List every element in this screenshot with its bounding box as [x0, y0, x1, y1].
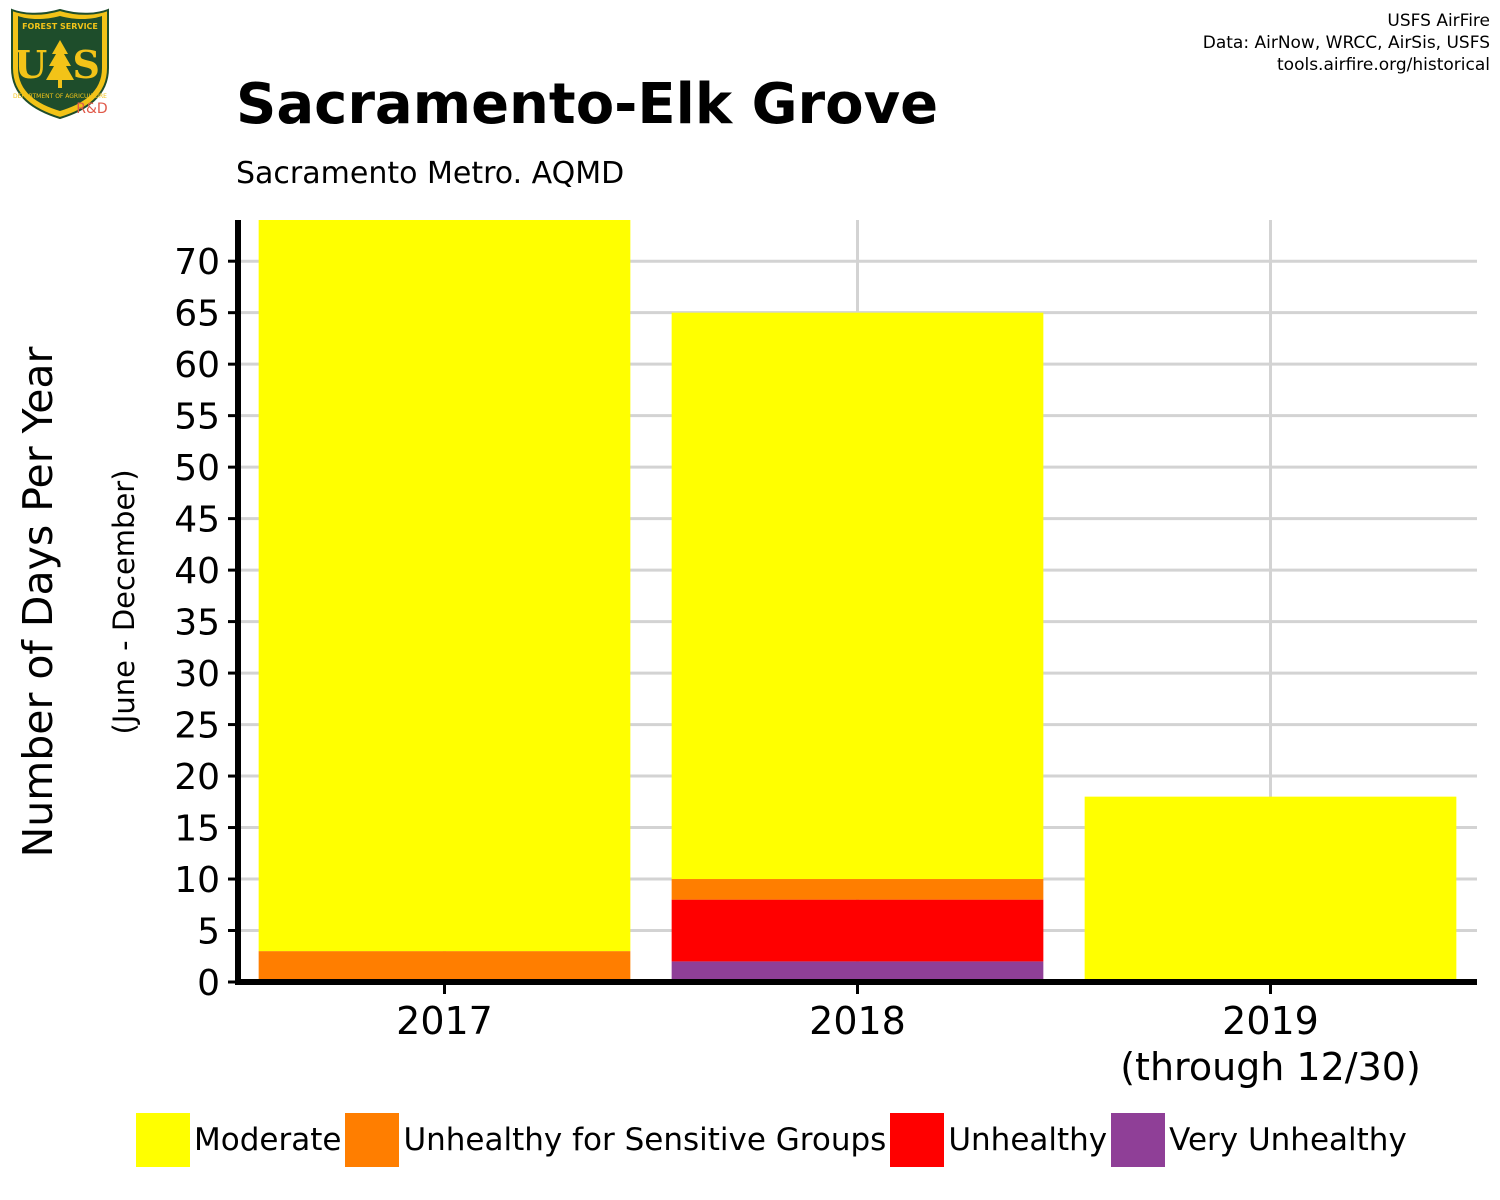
bar-segment-unhealthy [671, 899, 1044, 962]
bar-segment-unhealthy-for-sensitive-groups [258, 951, 631, 982]
y-axis-sublabel: (June - December) [107, 469, 141, 734]
y-tick-label: 15 [174, 809, 220, 850]
chart-legend: Moderate Unhealthy for Sensitive Groups Un… [136, 1112, 1411, 1168]
y-tick-label: 55 [174, 397, 220, 438]
legend-swatch [345, 1113, 400, 1167]
y-tick-label: 25 [174, 706, 220, 747]
legend-item: Unhealthy for Sensitive Groups [345, 1113, 886, 1167]
stacked-bar-chart: 0 5 10 15 20 25 30 35 40 45 50 55 60 65 70 2017 2018 2019… [14, 220, 1477, 1089]
legend-swatch [136, 1113, 190, 1167]
tree-icon [46, 40, 74, 88]
x-tick-label: 2018 [809, 999, 906, 1043]
logo-bottom-text: DEPARTMENT OF AGRICULTURE [13, 93, 107, 100]
credit-line-1: USFS AirFire [1387, 11, 1490, 31]
credit-line-3: tools.airfire.org/historical [1277, 55, 1490, 75]
logo-rd-tag: R&D [76, 101, 107, 117]
y-tick-label: 10 [174, 860, 220, 901]
bar-segment-very-unhealthy [671, 961, 1044, 982]
legend-item: Unhealthy [890, 1113, 1107, 1167]
bar-segment-moderate [1084, 796, 1457, 982]
y-tick-label: 60 [174, 345, 220, 386]
x-tick-label: 2019 [1222, 999, 1319, 1043]
legend-label: Moderate [194, 1122, 342, 1158]
legend-swatch [890, 1113, 945, 1167]
credit-line-2: Data: AirNow, WRCC, AirSis, USFS [1202, 33, 1490, 53]
bar-segment-moderate [671, 312, 1044, 880]
legend-item: Moderate [136, 1113, 341, 1167]
data-credits: USFS AirFire Data: AirNow, WRCC, AirSis,… [1203, 10, 1490, 76]
x-tick-label: 2017 [396, 999, 493, 1043]
chart-title: Sacramento-Elk Grove [236, 72, 939, 137]
bars [258, 220, 1457, 982]
bar-segment-moderate [258, 220, 631, 952]
legend-item: Very Unhealthy [1111, 1113, 1407, 1167]
chart-subtitle: Sacramento Metro. AQMD [236, 156, 625, 191]
y-tick-label: 35 [174, 603, 220, 644]
bar-segment-unhealthy-for-sensitive-groups [671, 879, 1044, 900]
y-axis-label: Number of Days Per Year [14, 346, 62, 857]
legend-swatch [1111, 1113, 1166, 1167]
y-tick-label: 45 [174, 500, 220, 541]
tick-labels: 0 5 10 15 20 25 30 35 40 45 50 55 60 65 70 2017 2018 2019… [174, 242, 1421, 1089]
y-tick-label: 0 [197, 963, 220, 1004]
y-tick-label: 20 [174, 757, 220, 798]
legend-label: Very Unhealthy [1169, 1122, 1407, 1158]
x-tick-sublabel: (through 12/30) [1120, 1045, 1421, 1089]
legend-label: Unhealthy [948, 1122, 1108, 1158]
usfs-shield-logo: FOREST SERVICE U S DEPARTMENT OF AGRICUL… [11, 8, 109, 120]
y-tick-label: 50 [174, 448, 220, 489]
y-tick-label: 65 [174, 294, 220, 335]
y-tick-label: 40 [174, 551, 220, 592]
y-tick-label: 5 [197, 912, 220, 953]
logo-top-text: FOREST SERVICE [22, 22, 98, 31]
y-tick-label: 30 [174, 654, 220, 695]
legend-label: Unhealthy for Sensitive Groups [403, 1122, 887, 1158]
y-tick-label: 70 [174, 242, 220, 283]
axes [228, 220, 1477, 994]
